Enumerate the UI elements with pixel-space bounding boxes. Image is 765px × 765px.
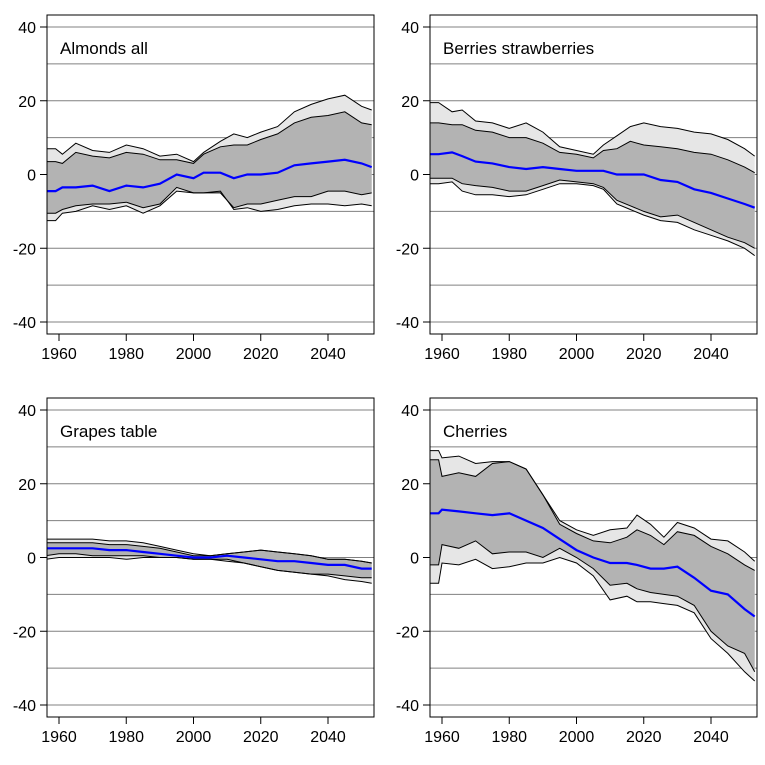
x-tick-label: 2000	[176, 729, 212, 746]
y-tick-label: 20	[18, 477, 36, 494]
mean-line	[430, 151, 756, 209]
y-tick-label: 0	[410, 551, 419, 568]
outer-lower-line	[430, 181, 755, 257]
panel-title: Berries strawberries	[443, 39, 594, 58]
inner-upper-line	[47, 111, 372, 164]
y-tick-label: -20	[396, 241, 419, 258]
x-tick-label: 1960	[41, 729, 77, 746]
y-tick-label: 40	[401, 20, 419, 37]
x-tick-label: 2020	[626, 346, 662, 363]
y-tick-label: 0	[410, 168, 419, 185]
inner-band	[430, 122, 755, 249]
x-tick-label: 2020	[243, 346, 279, 363]
y-tick-label: 40	[18, 403, 36, 420]
panel-title: Almonds all	[60, 39, 148, 58]
x-tick-label: 2000	[559, 729, 595, 746]
panel-title: Grapes table	[60, 422, 157, 441]
x-tick-label: 1980	[491, 346, 527, 363]
y-tick-label: 0	[27, 551, 36, 568]
inner-upper-line	[430, 459, 755, 571]
x-tick-label: 1960	[424, 346, 460, 363]
mean-line	[47, 547, 372, 570]
x-tick-label: 1980	[108, 346, 144, 363]
y-tick-label: 20	[401, 477, 419, 494]
inner-lower-line	[430, 177, 755, 249]
inner-lower-line	[47, 186, 372, 214]
inner-upper-line	[430, 122, 755, 174]
y-tick-label: -20	[396, 624, 419, 641]
mean-line	[47, 158, 373, 193]
panel-title: Cherries	[443, 422, 507, 441]
panel-berries-strawberries: 40 20 0 -20 -40 1960 1980 2000 2020 2040 Berries s…	[396, 14, 758, 363]
outer-upper-line	[430, 450, 756, 562]
outer-lower-line	[430, 556, 756, 682]
x-tick-label: 2040	[693, 729, 729, 746]
y-tick-label: 20	[18, 94, 36, 111]
inner-lower-line	[47, 553, 372, 579]
x-tick-label: 1960	[41, 346, 77, 363]
mean-line	[430, 508, 756, 618]
y-tick-label: -40	[13, 698, 36, 715]
y-tick-label: -40	[13, 315, 36, 332]
x-tick-label: 1980	[108, 729, 144, 746]
inner-band	[47, 542, 372, 578]
y-tick-label: 40	[18, 20, 36, 37]
outer-upper-line	[47, 94, 372, 163]
x-tick-label: 2040	[310, 346, 346, 363]
y-tick-label: -40	[396, 315, 419, 332]
inner-lower-line	[430, 540, 756, 673]
inner-upper-line	[47, 542, 372, 564]
x-tick-label: 2020	[243, 729, 279, 746]
inner-band	[430, 459, 755, 672]
inner-band	[47, 111, 372, 214]
y-tick-label: 40	[401, 403, 419, 420]
x-tick-label: 2040	[693, 346, 729, 363]
panel-grapes-table: 40 20 0 -20 -40 1960 1980 2000 2020 2040 Grapes ta…	[13, 397, 375, 746]
y-tick-label: -20	[13, 241, 36, 258]
x-tick-label: 1980	[491, 729, 527, 746]
x-tick-label: 2000	[176, 346, 212, 363]
y-tick-label: 20	[401, 94, 419, 111]
panel-cherries: 40 20 0 -20 -40 1960 1980 2000 2020 2040 Cherries	[396, 397, 758, 746]
x-tick-label: 2000	[559, 346, 595, 363]
x-tick-label: 2020	[626, 729, 662, 746]
y-tick-label: -20	[13, 624, 36, 641]
x-tick-label: 2040	[310, 729, 346, 746]
y-tick-label: 0	[27, 168, 36, 185]
x-tick-label: 1960	[424, 729, 460, 746]
outer-upper-line	[430, 102, 755, 157]
y-tick-label: -40	[396, 698, 419, 715]
panel-almonds-all: 40 20 0 -20 -40 1960 1980 2000 2020 2040 Almonds a…	[13, 14, 375, 363]
